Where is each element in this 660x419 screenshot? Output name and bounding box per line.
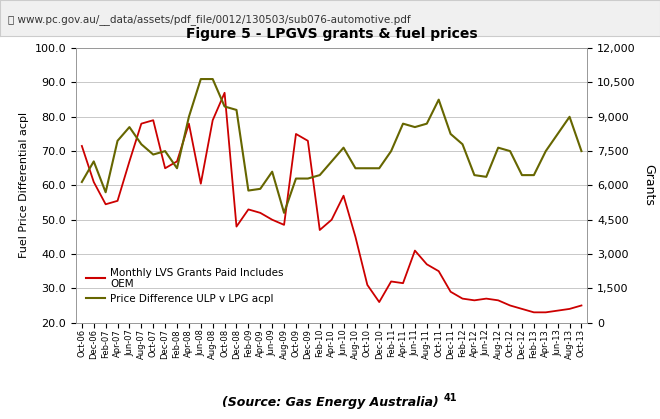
Title: Figure 5 - LPGVS grants & fuel prices: Figure 5 - LPGVS grants & fuel prices <box>186 28 477 41</box>
Y-axis label: Fuel Price Differential acpl: Fuel Price Differential acpl <box>19 112 29 259</box>
Text: ⎙ www.pc.gov.au/__data/assets/pdf_file/0012/130503/sub076-automotive.pdf: ⎙ www.pc.gov.au/__data/assets/pdf_file/0… <box>8 14 411 25</box>
Y-axis label: Grants: Grants <box>642 165 655 206</box>
Text: 41: 41 <box>444 393 457 403</box>
Text: (Source: Gas Energy Australia): (Source: Gas Energy Australia) <box>222 396 438 409</box>
Legend: Monthly LVS Grants Paid Includes
OEM, Price Difference ULP v LPG acpl: Monthly LVS Grants Paid Includes OEM, Pr… <box>86 268 284 304</box>
